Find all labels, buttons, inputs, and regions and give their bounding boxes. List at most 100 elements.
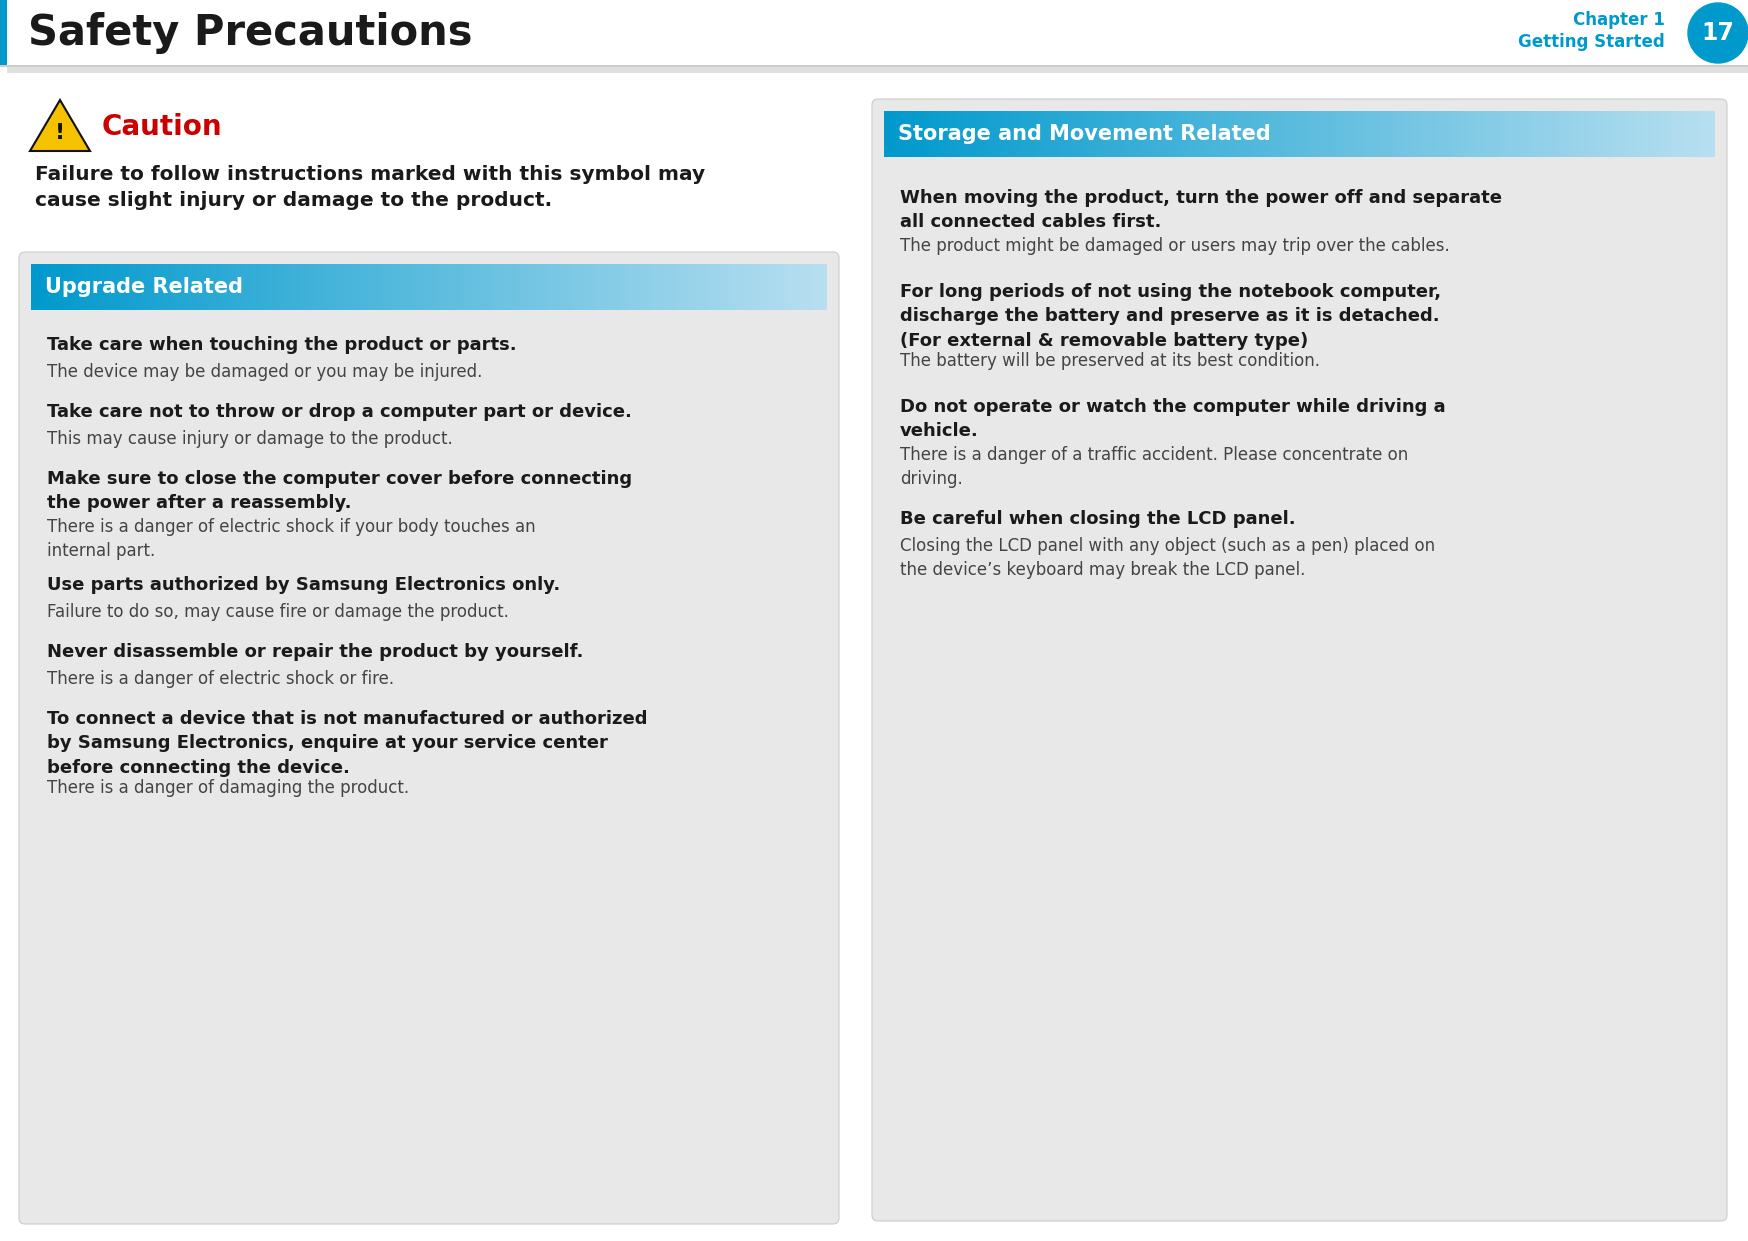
Bar [250, 264, 253, 310]
Bar [1356, 110, 1362, 158]
Bar [608, 264, 612, 310]
Bar [1314, 110, 1320, 158]
Bar [1175, 110, 1178, 158]
Bar [718, 264, 724, 310]
Bar [690, 264, 696, 310]
Bar [246, 264, 250, 310]
Bar [664, 264, 668, 310]
Bar [1694, 110, 1697, 158]
Bar [1449, 110, 1453, 158]
Bar [428, 264, 434, 310]
Bar [552, 264, 556, 310]
Bar [975, 110, 979, 158]
Bar [468, 264, 474, 310]
Bar [1528, 110, 1531, 158]
Bar [365, 264, 369, 310]
Bar [1323, 110, 1328, 158]
Bar [1482, 110, 1486, 158]
Text: 17: 17 [1701, 21, 1734, 45]
Bar [241, 264, 246, 310]
Bar [687, 264, 692, 310]
Bar [344, 264, 350, 310]
Bar [1594, 110, 1598, 158]
Bar [933, 110, 939, 158]
Bar [122, 264, 128, 310]
Bar [904, 110, 909, 158]
Text: Be careful when closing the LCD panel.: Be careful when closing the LCD panel. [900, 510, 1295, 527]
Bar [318, 264, 322, 310]
Bar [437, 264, 440, 310]
Bar [1178, 110, 1183, 158]
Text: Failure to do so, may cause fire or damage the product.: Failure to do so, may cause fire or dama… [47, 603, 509, 620]
Bar [1535, 110, 1540, 158]
Bar [988, 110, 991, 158]
Bar [556, 264, 561, 310]
Bar [1145, 110, 1150, 158]
Bar [967, 110, 972, 158]
Bar [357, 264, 362, 310]
Bar [1009, 110, 1012, 158]
Bar [1236, 110, 1241, 158]
Bar [266, 264, 271, 310]
Bar [1689, 110, 1694, 158]
Bar [1627, 110, 1631, 158]
Bar [456, 264, 461, 310]
Bar [1477, 110, 1482, 158]
Bar [1262, 110, 1266, 158]
Bar [1136, 110, 1141, 158]
Bar [531, 264, 537, 310]
Bar [1042, 110, 1045, 158]
Text: Make sure to close the computer cover before connecting
the power after a reasse: Make sure to close the computer cover be… [47, 470, 631, 513]
Bar [888, 110, 891, 158]
Bar [1362, 110, 1365, 158]
Bar [512, 264, 517, 310]
Bar [991, 110, 996, 158]
Bar [1523, 110, 1528, 158]
Bar [1266, 110, 1271, 158]
Bar [1661, 110, 1664, 158]
Circle shape [1687, 2, 1746, 63]
Bar [1444, 110, 1449, 158]
Bar [350, 264, 353, 310]
Bar [703, 264, 708, 310]
Bar [505, 264, 509, 310]
Bar [1224, 110, 1229, 158]
Bar [652, 264, 656, 310]
Bar [1568, 110, 1573, 158]
Bar [488, 264, 493, 310]
Text: The battery will be preserved at its best condition.: The battery will be preserved at its bes… [900, 352, 1320, 370]
Bar [524, 264, 528, 310]
Bar [795, 264, 799, 310]
Bar [1115, 110, 1120, 158]
Bar [1395, 110, 1398, 158]
Bar [372, 264, 378, 310]
Bar [1634, 110, 1640, 158]
Bar [925, 110, 930, 158]
Bar [66, 264, 72, 310]
Bar [362, 264, 365, 310]
Bar [696, 264, 699, 310]
Bar [647, 264, 652, 310]
Bar [210, 264, 215, 310]
Bar [198, 264, 203, 310]
Bar [1664, 110, 1669, 158]
Bar [584, 264, 589, 310]
Bar [1648, 110, 1652, 158]
Bar [1245, 110, 1250, 158]
Bar [1453, 110, 1458, 158]
Bar [587, 264, 593, 310]
Bar [1079, 110, 1084, 158]
Bar [1495, 110, 1498, 158]
Bar [600, 264, 605, 310]
Bar [0, 0, 7, 65]
Bar [1169, 110, 1175, 158]
Bar [206, 264, 210, 310]
Bar [1468, 110, 1474, 158]
Bar [1706, 110, 1710, 158]
Bar [322, 264, 325, 310]
Bar [755, 264, 759, 310]
Bar [1141, 110, 1145, 158]
Bar [82, 264, 87, 310]
Bar [44, 264, 47, 310]
Bar [1510, 110, 1516, 158]
